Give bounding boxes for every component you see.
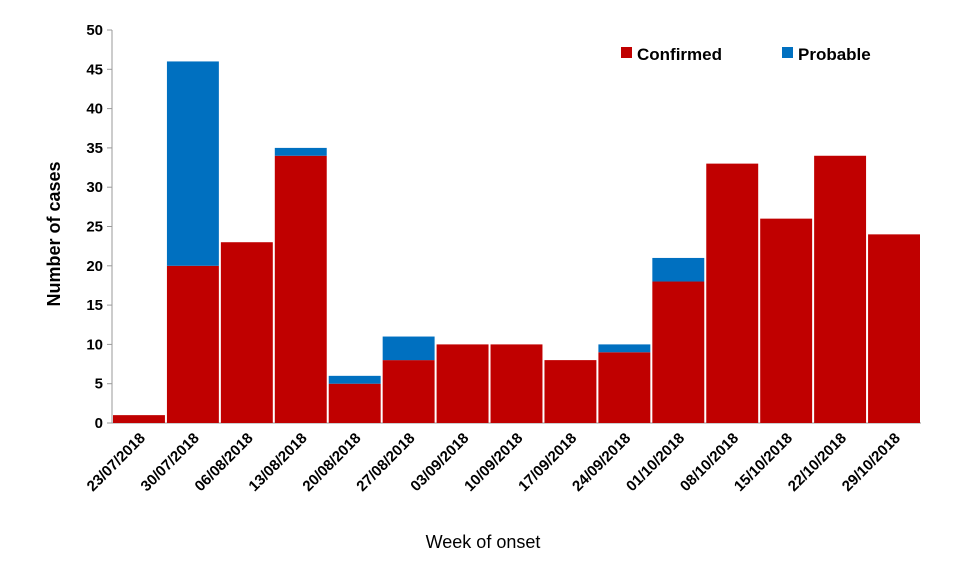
legend-swatch-confirmed	[621, 47, 632, 58]
y-axis-title: Number of cases	[44, 161, 64, 306]
bar-confirmed	[652, 281, 705, 423]
bar-confirmed	[760, 218, 813, 423]
legend-swatch-probable	[782, 47, 793, 58]
bar-probable	[652, 257, 705, 282]
bar-confirmed	[598, 352, 651, 423]
legend-label-confirmed: Confirmed	[637, 45, 722, 64]
bar-confirmed	[490, 344, 543, 423]
bar-probable	[382, 336, 435, 361]
bar-confirmed	[706, 163, 759, 423]
y-tick-label: 15	[86, 297, 103, 314]
x-axis: 23/07/201830/07/201806/08/201813/08/2018…	[84, 422, 921, 495]
bar-confirmed	[382, 360, 435, 423]
bar-confirmed	[274, 155, 327, 423]
bar-confirmed	[220, 242, 273, 423]
bar-confirmed	[328, 383, 381, 423]
y-tick-label: 35	[86, 140, 103, 157]
legend-label-probable: Probable	[798, 45, 871, 64]
y-tick-label: 45	[86, 61, 103, 78]
x-axis-title: Week of onset	[426, 532, 541, 552]
bar-probable	[598, 344, 651, 353]
y-tick-label: 25	[86, 219, 103, 236]
bars	[113, 61, 920, 423]
bar-probable	[274, 147, 327, 156]
bar-confirmed	[166, 265, 219, 423]
bar-probable	[328, 375, 381, 384]
y-tick-label: 30	[86, 179, 103, 196]
bar-confirmed	[814, 155, 867, 423]
bar-confirmed	[113, 415, 165, 423]
bar-confirmed	[544, 360, 597, 423]
y-tick-label: 50	[86, 22, 103, 39]
y-tick-label: 0	[95, 415, 103, 432]
y-tick-label: 10	[86, 336, 103, 353]
legend: Confirmed Probable	[621, 45, 871, 64]
bar-confirmed	[436, 344, 489, 423]
x-tick-label: 29/10/2018	[839, 430, 904, 495]
bar-probable	[166, 61, 219, 266]
y-tick-label: 40	[86, 101, 103, 118]
y-tick-label: 5	[95, 376, 103, 393]
y-tick-label: 20	[86, 258, 103, 275]
y-axis: 0 5 10 15 20 25 30 35 40 45 50	[86, 22, 113, 432]
bar-confirmed	[868, 234, 920, 423]
